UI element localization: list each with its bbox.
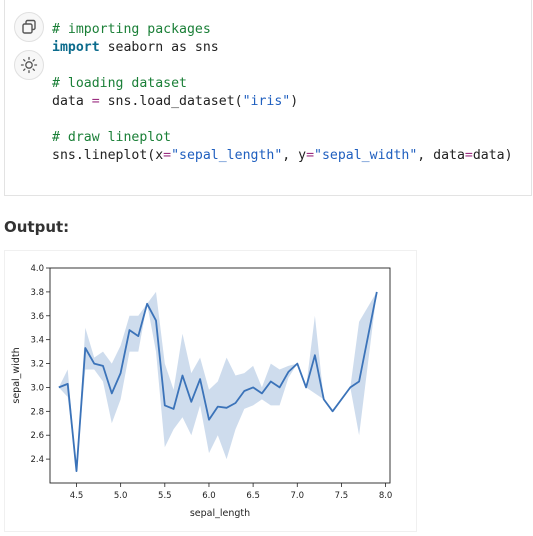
series-line [58, 291, 378, 472]
code-token: data) [472, 148, 513, 163]
y-tick-label: 4.0 [30, 264, 44, 274]
copy-icon [22, 19, 36, 34]
code-line: sns.lineplot(x="sepal_length", y="sepal_… [52, 147, 513, 165]
y-axis-label: sepal_width [11, 347, 22, 403]
y-tick-label: 3.4 [30, 336, 44, 346]
code-token: import [52, 40, 100, 55]
code-line: import seaborn as sns [52, 39, 513, 57]
y-tick-label: 2.6 [30, 431, 44, 441]
code-line [52, 111, 513, 129]
y-tick-label: 3.6 [30, 312, 44, 322]
x-tick-label: 6.0 [202, 491, 216, 501]
code-token: # draw lineplot [52, 130, 172, 145]
copy-button[interactable] [14, 12, 44, 42]
x-tick-label: 8.0 [379, 491, 393, 501]
code-token: seaborn as sns [99, 40, 219, 55]
code-line: # loading dataset [52, 75, 513, 93]
code-line [52, 57, 513, 75]
y-tick-label: 2.4 [30, 455, 44, 465]
x-tick-label: 6.5 [246, 491, 260, 501]
output-label: Output: [4, 218, 70, 236]
code-cell[interactable]: # importing packages import seaborn as sn… [4, 0, 532, 196]
code-token: = [306, 148, 315, 163]
code-token: , y [282, 148, 307, 163]
code-token: # importing packages [52, 22, 211, 37]
code-token: sns.load_dataset( [99, 94, 243, 109]
x-tick-label: 5.0 [114, 491, 128, 501]
code-token: "sepal_width" [314, 148, 418, 163]
y-tick-label: 3.2 [30, 360, 44, 370]
code-line: # importing packages [52, 21, 513, 39]
code-token: "sepal_length" [171, 148, 283, 163]
code-token: = [163, 148, 172, 163]
theme-toggle-button[interactable] [14, 50, 44, 80]
confidence-band [58, 291, 377, 472]
x-tick-label: 4.5 [70, 491, 84, 501]
code-token: # loading dataset [52, 76, 187, 91]
output-plot: 4.5 5.0 5.5 6.0 6.5 7.0 7.5 8.0 2.4 2.6 2.8 3.0 3.2 3… [4, 250, 417, 532]
y-tick-label: 3.0 [30, 383, 44, 393]
x-tick-label: 5.5 [158, 491, 172, 501]
code-token: = [464, 148, 473, 163]
code-token: , data [417, 148, 465, 163]
code-block[interactable]: # importing packages import seaborn as sn… [52, 21, 513, 165]
code-line: # draw lineplot [52, 129, 513, 147]
lineplot-chart: 4.5 5.0 5.5 6.0 6.5 7.0 7.5 8.0 2.4 2.6 2.8 3.0 3.2 3… [11, 264, 393, 519]
y-tick-label: 3.8 [30, 288, 44, 298]
plot-frame [49, 267, 391, 484]
y-tick-label: 2.8 [30, 407, 44, 417]
x-tick-label: 7.0 [291, 491, 305, 501]
code-token: ) [290, 94, 299, 109]
x-tick-label: 7.5 [335, 491, 349, 501]
code-line: data = sns.load_dataset("iris") [52, 93, 513, 111]
code-token: sns.lineplot(x [52, 148, 164, 163]
x-axis-label: sepal_length [190, 508, 250, 519]
code-token: = [91, 94, 100, 109]
sun-icon [20, 56, 38, 74]
code-token: "iris" [242, 94, 291, 109]
code-token: data [52, 94, 92, 109]
